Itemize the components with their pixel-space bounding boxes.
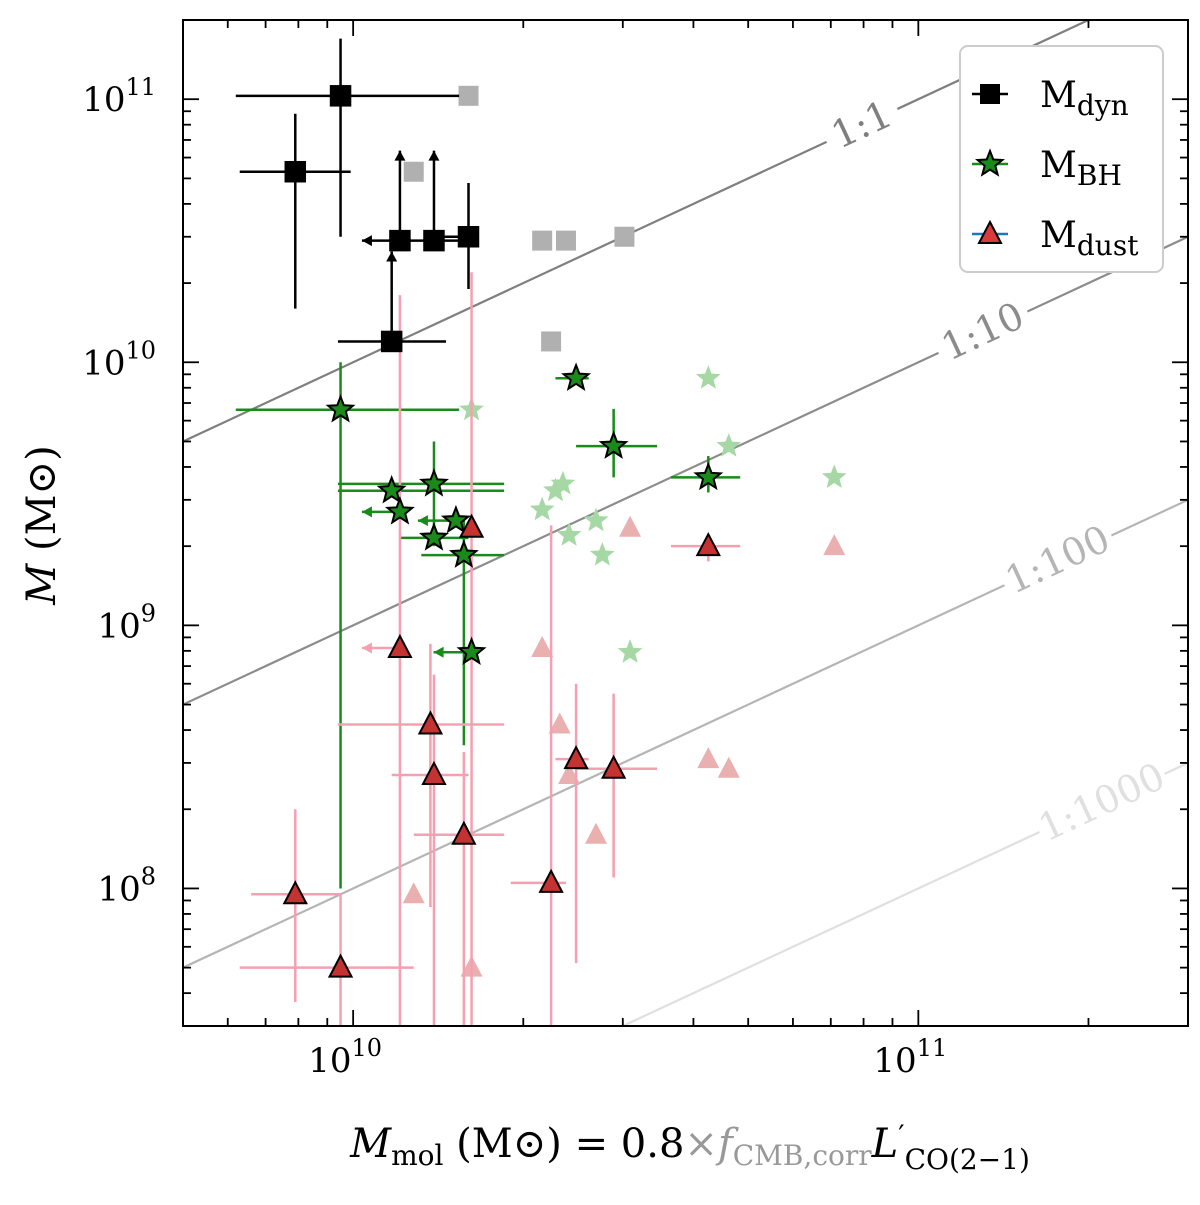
mdust-point [695, 532, 721, 557]
data-markers [282, 85, 724, 978]
mdust-faded-point [717, 756, 740, 778]
mbh-faded-point [821, 464, 847, 488]
legend-label: MBH [1040, 145, 1122, 192]
ratio-label: 1:1000 [1032, 754, 1172, 850]
mbh-point [440, 504, 471, 534]
legend-marker [980, 84, 1000, 104]
mbh-point [448, 539, 479, 568]
mdust-point [387, 633, 413, 659]
upper-limit-arrow-head [361, 642, 372, 654]
mbh-faded-point [617, 639, 643, 663]
ratio-label-bg [928, 289, 1035, 368]
mdust-point [538, 868, 564, 893]
mbh-point [418, 468, 449, 497]
mdust-faded-point [558, 762, 581, 784]
mbh-faded-point [550, 470, 576, 495]
legend-label: Mdyn [1040, 75, 1129, 122]
mbh-point [418, 522, 449, 551]
error-bars [235, 38, 741, 1026]
mdust-faded-point [402, 882, 425, 904]
mdust-point [327, 953, 354, 978]
mdyn-faded-point [555, 230, 576, 251]
legend-label: Mdust [1040, 215, 1139, 262]
legend-marker [977, 219, 1003, 244]
y-tick-label: 109 [97, 599, 156, 646]
mdyn-point [380, 330, 403, 353]
mbh-faded-point [583, 507, 609, 532]
mdust-faded-point [823, 534, 846, 556]
mdust-faded-point [619, 515, 642, 537]
mdyn-point [284, 160, 307, 183]
mbh-faded-point [589, 542, 615, 566]
mbh-faded-point [716, 433, 742, 457]
mdyn-faded-point [532, 230, 553, 251]
mdyn-faded-point [403, 161, 424, 182]
tick-labels: 1010 1011 108 109 1010 1011 [82, 73, 947, 1081]
mbh-point [598, 430, 629, 459]
x-axis-label: Mmol (M⊙) = 0.8×fCMB,corrL′CO(2−1) [349, 1119, 1030, 1176]
y-tick-label: 108 [97, 862, 156, 909]
lower-limit-arrow-head [394, 150, 406, 161]
mdust-point [451, 820, 477, 845]
mdyn-point [423, 229, 445, 252]
mdust-point [282, 880, 308, 905]
ratio-label: 1:100 [999, 516, 1117, 602]
faded-points [402, 85, 847, 977]
y-tick-label: 1010 [82, 336, 156, 383]
mdust-point [417, 710, 444, 735]
ratio-label-bg [994, 513, 1119, 600]
lower-limit-arrow-head [386, 251, 398, 262]
x-tick-label: 1010 [308, 1034, 382, 1081]
mbh-faded-point [556, 522, 582, 546]
mdust-point [458, 513, 485, 538]
legend-box [959, 45, 1164, 273]
legend-marker [975, 148, 1005, 177]
y-axis-label: M (M⊙) [19, 445, 65, 605]
mdust-point [600, 754, 627, 779]
mbh-point [456, 636, 487, 666]
mdust-faded-point [697, 747, 720, 769]
mdyn-point [457, 226, 480, 248]
mbh-faded-point [695, 365, 721, 389]
mbh-point [561, 362, 592, 391]
ratio-line [620, 761, 1188, 1026]
mbh-point [693, 461, 724, 491]
ratio-label: 1:10 [935, 293, 1031, 369]
upper-limit-arrow-head [417, 515, 428, 527]
mbh-point [376, 474, 407, 504]
mdyn-point [329, 85, 352, 107]
mdust-faded-point [531, 636, 554, 658]
mdust-point [421, 760, 447, 785]
lower-limit-arrow-head [428, 150, 440, 161]
y-tick-label: 1011 [82, 73, 156, 120]
legend: Mdyn MBH Mdust [959, 45, 1164, 273]
ratio-line [183, 235, 1188, 706]
mdyn-faded-point [458, 85, 479, 106]
axis-ticks [182, 19, 1189, 1027]
mdust-faded-point [585, 822, 608, 844]
mdyn-faded-point [541, 331, 562, 352]
x-tick-label: 1011 [873, 1034, 947, 1081]
upper-limit-arrow-head [433, 646, 444, 658]
upper-limit-arrow-head [361, 235, 372, 247]
mdust-faded-point [548, 712, 571, 734]
ratio-label-bg [816, 87, 905, 157]
plot-frame [182, 19, 1189, 1027]
mbh-faded-point [529, 496, 555, 521]
mdyn-faded-point [614, 226, 635, 247]
mbh-faded-point [543, 477, 568, 502]
ratio-label-bg [1029, 752, 1172, 847]
mdyn-point [389, 229, 411, 252]
upper-limit-arrow-head [361, 506, 372, 518]
mbh-point [384, 496, 415, 525]
mbh-point [325, 393, 356, 423]
mdust-point [563, 745, 589, 770]
